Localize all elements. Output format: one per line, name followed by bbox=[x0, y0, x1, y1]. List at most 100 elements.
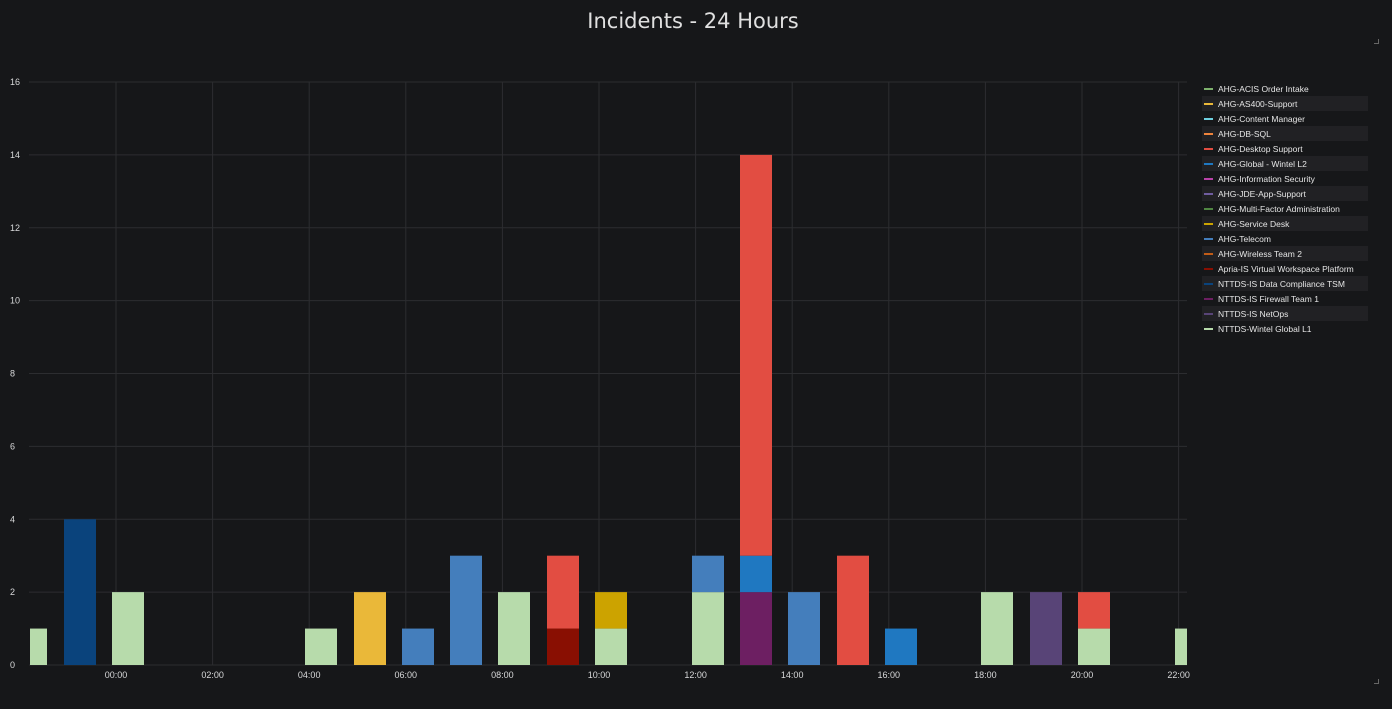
legend-label: AHG-Desktop Support bbox=[1218, 143, 1303, 154]
bar-segment[interactable] bbox=[740, 555, 772, 593]
legend-swatch-icon bbox=[1204, 252, 1213, 255]
x-tick-label: 12:00 bbox=[684, 670, 707, 680]
x-tick-label: 08:00 bbox=[491, 670, 514, 680]
legend-item[interactable]: AHG-Telecom bbox=[1202, 231, 1368, 246]
x-axis: 00:00 02:00 04:00 06:00 08:00 10:00 12:00 14:00… bbox=[105, 670, 1190, 680]
bar-segment[interactable] bbox=[30, 628, 47, 665]
x-tick-label: 02:00 bbox=[201, 670, 224, 680]
y-tick-label: 10 bbox=[10, 296, 20, 306]
legend-item[interactable]: NTTDS-Wintel Global L1 bbox=[1202, 321, 1368, 336]
legend-swatch-icon bbox=[1204, 312, 1213, 315]
legend-swatch-icon bbox=[1204, 222, 1213, 225]
legend-item[interactable]: AHG-Desktop Support bbox=[1202, 141, 1368, 156]
y-tick-label: 16 bbox=[10, 77, 20, 87]
legend-item[interactable]: NTTDS-IS Firewall Team 1 bbox=[1202, 291, 1368, 306]
bar-segment[interactable] bbox=[885, 628, 917, 665]
bar-segment[interactable] bbox=[498, 592, 530, 665]
x-tick-label: 14:00 bbox=[781, 670, 804, 680]
legend-item[interactable]: AHG-Wireless Team 2 bbox=[1202, 246, 1368, 261]
legend-label: AHG-Information Security bbox=[1218, 173, 1315, 184]
bar-segment[interactable] bbox=[1030, 592, 1062, 665]
bar-segment[interactable] bbox=[692, 555, 724, 593]
y-tick-label: 0 bbox=[10, 660, 15, 670]
legend-label: AHG-JDE-App-Support bbox=[1218, 188, 1306, 199]
legend-label: AHG-Wireless Team 2 bbox=[1218, 248, 1302, 259]
legend-swatch-icon bbox=[1204, 237, 1213, 240]
legend-swatch-icon bbox=[1204, 297, 1213, 300]
legend-label: NTTDS-IS Data Compliance TSM bbox=[1218, 278, 1345, 289]
bar-segment[interactable] bbox=[692, 592, 724, 665]
legend-label: Apria-IS Virtual Workspace Platform bbox=[1218, 263, 1354, 274]
incidents-bar-chart: 0 2 4 6 8 10 12 14 16 00:00 02:00 04:00 06:00 08:00 1… bbox=[10, 77, 1190, 680]
y-tick-label: 12 bbox=[10, 223, 20, 233]
y-tick-label: 4 bbox=[10, 514, 15, 524]
legend-swatch-icon bbox=[1204, 87, 1213, 90]
legend-swatch-icon bbox=[1204, 132, 1213, 135]
bar-segment[interactable] bbox=[402, 628, 434, 665]
bar-segment[interactable] bbox=[788, 592, 820, 665]
y-tick-label: 6 bbox=[10, 441, 15, 451]
panel-title[interactable]: Incidents - 24 Hours bbox=[587, 9, 799, 33]
legend-swatch-icon bbox=[1204, 267, 1213, 270]
bar-segment[interactable] bbox=[450, 555, 482, 665]
legend-item[interactable]: AHG-JDE-App-Support bbox=[1202, 186, 1368, 201]
legend-swatch-icon bbox=[1204, 282, 1213, 285]
x-tick-label: 06:00 bbox=[395, 670, 418, 680]
legend-item[interactable]: NTTDS-IS NetOps bbox=[1202, 306, 1368, 321]
x-tick-label: 20:00 bbox=[1071, 670, 1094, 680]
bar-segment[interactable] bbox=[595, 592, 627, 629]
legend-item[interactable]: AHG-DB-SQL bbox=[1202, 126, 1368, 141]
legend-swatch-icon bbox=[1204, 102, 1213, 105]
legend-label: AHG-Global - Wintel L2 bbox=[1218, 158, 1307, 169]
bar-segment[interactable] bbox=[64, 519, 96, 665]
legend-item[interactable]: AHG-Global - Wintel L2 bbox=[1202, 156, 1368, 171]
legend-label: NTTDS-IS Firewall Team 1 bbox=[1218, 293, 1319, 304]
x-tick-label: 22:00 bbox=[1167, 670, 1190, 680]
bar-segment[interactable] bbox=[354, 592, 386, 665]
bar-segment[interactable] bbox=[837, 555, 869, 665]
legend-swatch-icon bbox=[1204, 177, 1213, 180]
bar-segment[interactable] bbox=[1078, 628, 1110, 665]
x-tick-label: 04:00 bbox=[298, 670, 321, 680]
legend-swatch-icon bbox=[1204, 327, 1213, 330]
panel-resize-handle[interactable] bbox=[1374, 679, 1379, 684]
legend-label: AHG-Service Desk bbox=[1218, 218, 1290, 229]
legend-item[interactable]: AHG-ACIS Order Intake bbox=[1202, 81, 1368, 96]
legend-swatch-icon bbox=[1204, 117, 1213, 120]
legend-swatch-icon bbox=[1204, 207, 1213, 210]
legend-label: AHG-Multi-Factor Administration bbox=[1218, 203, 1340, 214]
legend-item[interactable]: AHG-AS400-Support bbox=[1202, 96, 1368, 111]
bar-segment[interactable] bbox=[112, 592, 144, 665]
y-tick-label: 8 bbox=[10, 369, 15, 379]
bar-segment[interactable] bbox=[595, 628, 627, 665]
bar-segment[interactable] bbox=[305, 628, 337, 665]
y-tick-label: 14 bbox=[10, 150, 20, 160]
legend-item[interactable]: AHG-Content Manager bbox=[1202, 111, 1368, 126]
bar-segment[interactable] bbox=[740, 592, 772, 665]
y-axis: 0 2 4 6 8 10 12 14 16 bbox=[10, 77, 20, 670]
panel-corner-handle-top[interactable] bbox=[1374, 39, 1379, 44]
legend-item[interactable]: AHG-Service Desk bbox=[1202, 216, 1368, 231]
bar-segment[interactable] bbox=[547, 555, 579, 629]
legend-item[interactable]: AHG-Multi-Factor Administration bbox=[1202, 201, 1368, 216]
legend-label: NTTDS-Wintel Global L1 bbox=[1218, 323, 1312, 334]
legend-swatch-icon bbox=[1204, 192, 1213, 195]
bar-segment[interactable] bbox=[981, 592, 1013, 665]
legend-label: AHG-ACIS Order Intake bbox=[1218, 83, 1309, 94]
x-tick-label: 18:00 bbox=[974, 670, 997, 680]
bar-series bbox=[30, 154, 1187, 665]
legend-item[interactable]: AHG-Information Security bbox=[1202, 171, 1368, 186]
legend-label: AHG-DB-SQL bbox=[1218, 128, 1271, 139]
chart-legend: AHG-ACIS Order Intake AHG-AS400-Support AH… bbox=[1202, 81, 1368, 336]
bar-segment[interactable] bbox=[1078, 592, 1110, 629]
legend-item[interactable]: Apria-IS Virtual Workspace Platform bbox=[1202, 261, 1368, 276]
x-tick-label: 10:00 bbox=[588, 670, 611, 680]
y-tick-label: 2 bbox=[10, 587, 15, 597]
bar-segment[interactable] bbox=[547, 628, 579, 665]
legend-label: NTTDS-IS NetOps bbox=[1218, 308, 1289, 319]
legend-item[interactable]: NTTDS-IS Data Compliance TSM bbox=[1202, 276, 1368, 291]
legend-swatch-icon bbox=[1204, 147, 1213, 150]
bar-segment[interactable] bbox=[1175, 628, 1187, 665]
bar-segment[interactable] bbox=[740, 154, 772, 556]
